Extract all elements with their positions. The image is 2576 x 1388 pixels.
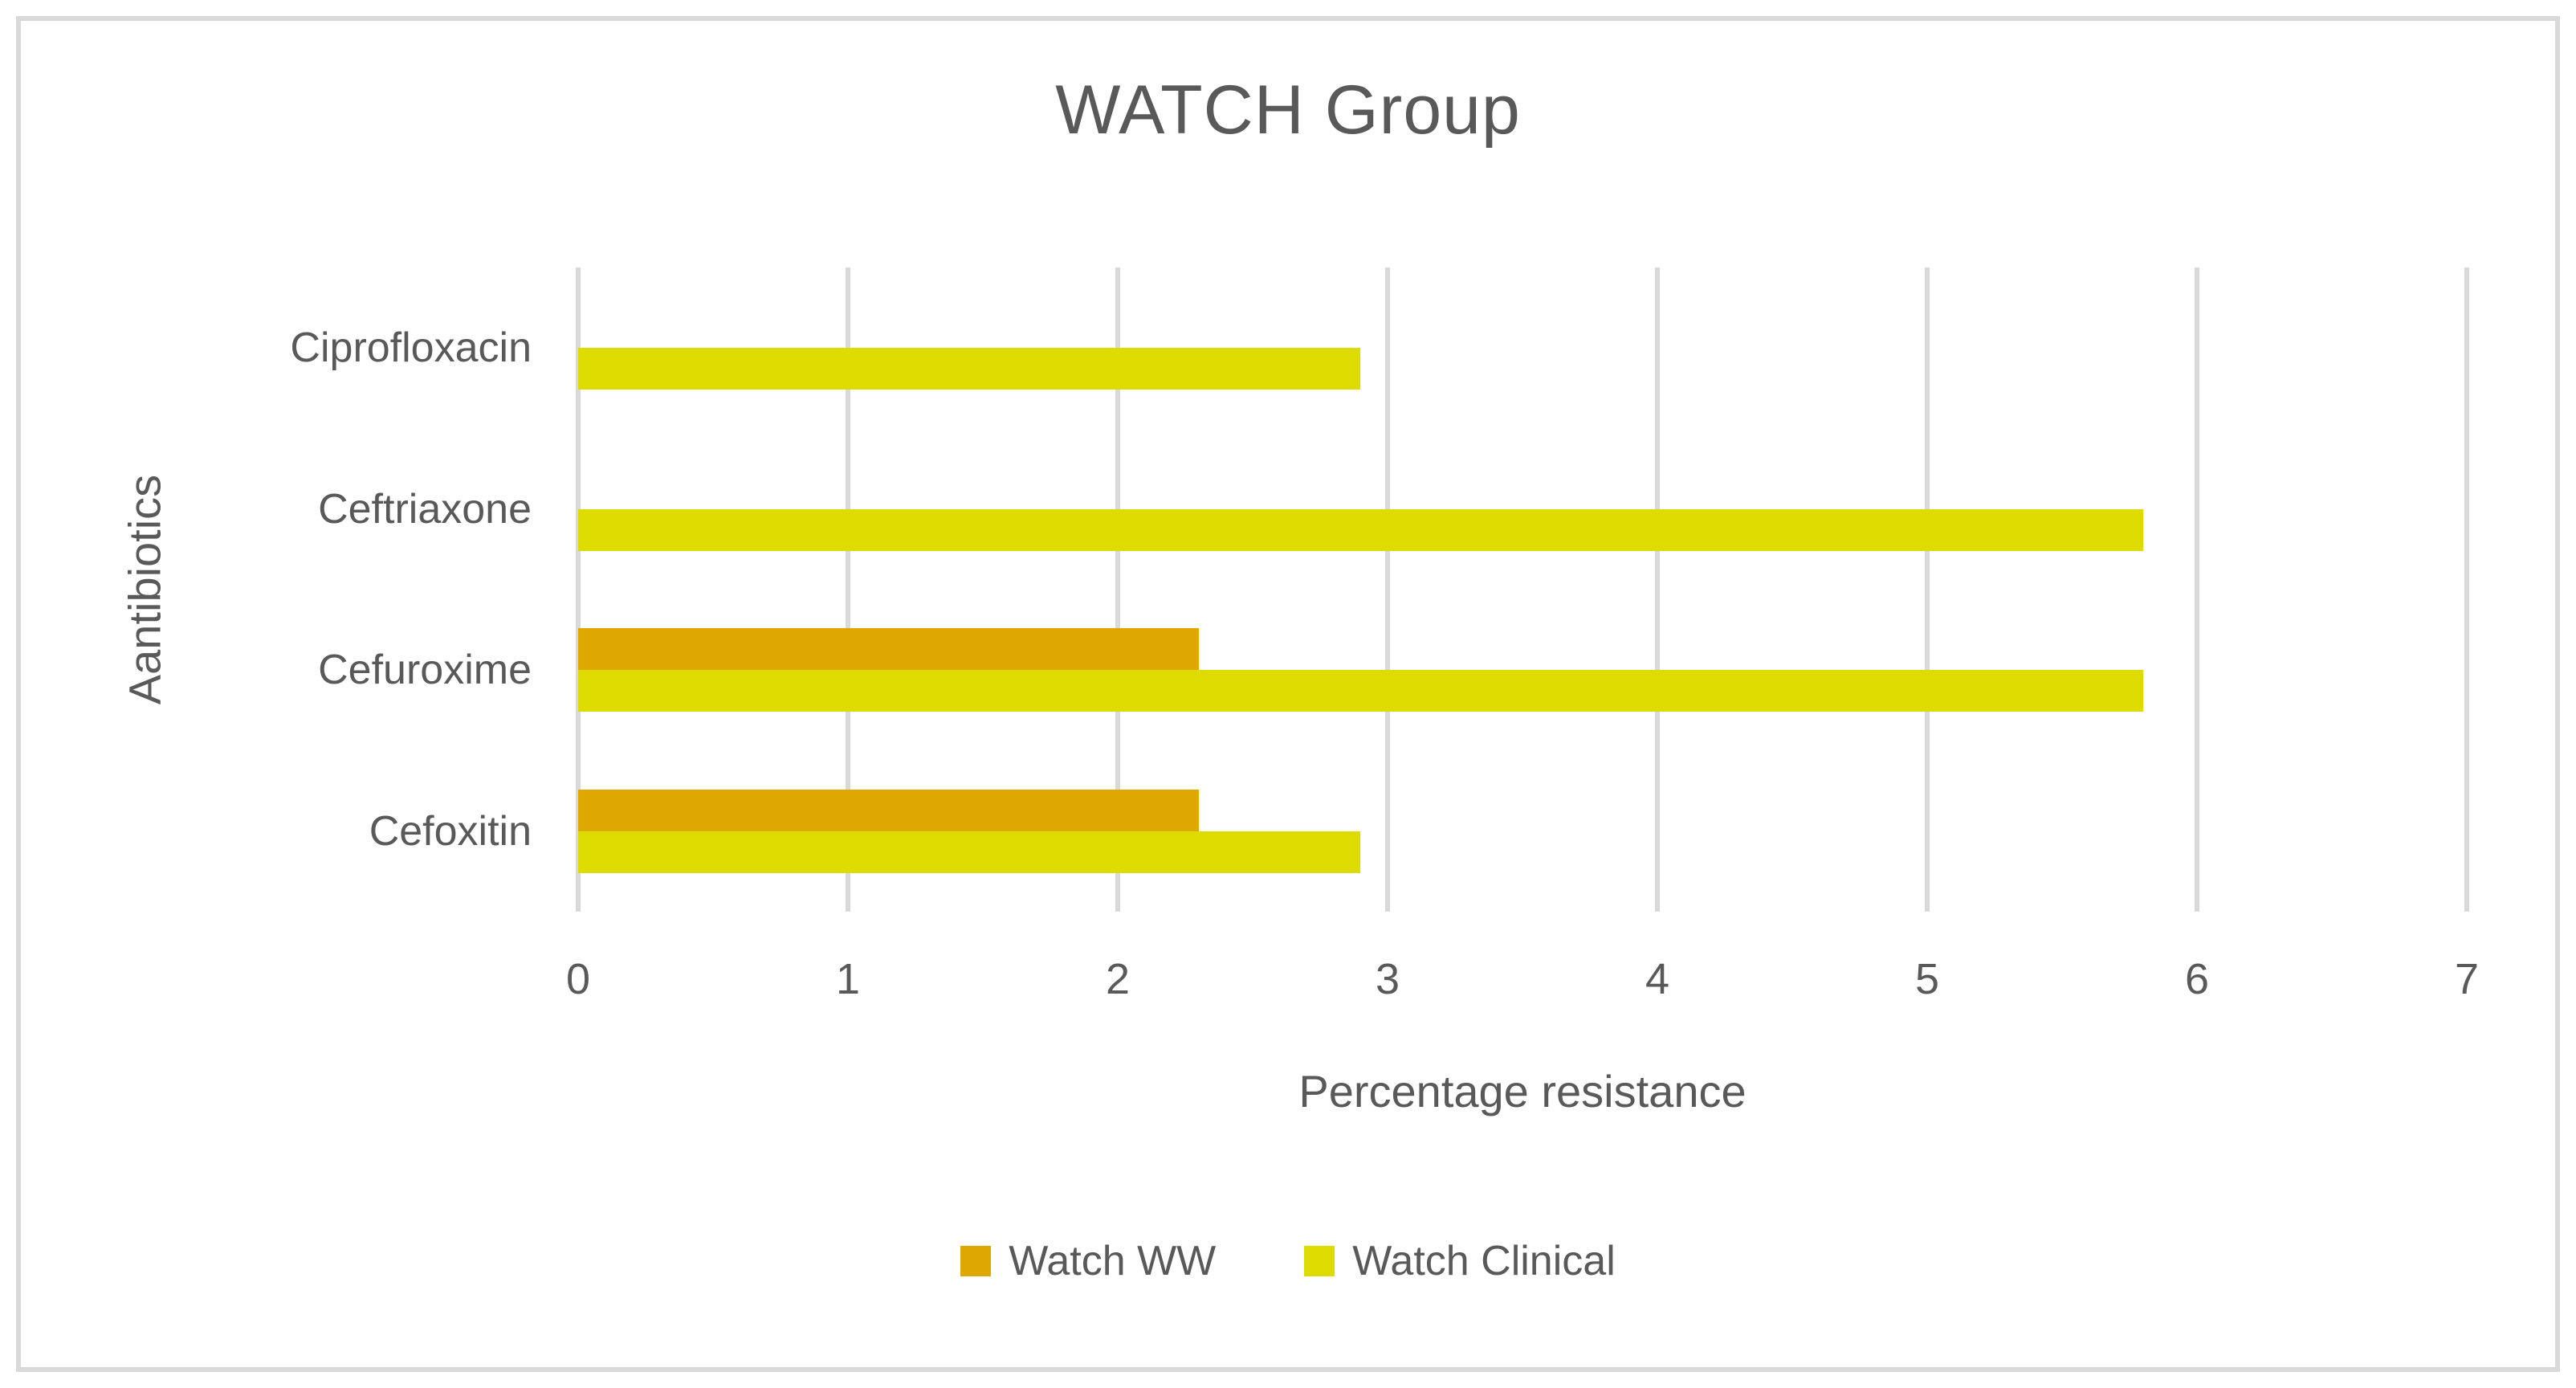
category-row-cefoxitin: Cefoxitin — [369, 751, 2467, 912]
y-axis-title: Aantibiotics — [119, 474, 170, 705]
legend-item-watch-clinical: Watch Clinical — [1304, 1237, 1616, 1285]
bar-watch-clinical-cefuroxime — [578, 670, 2143, 712]
gridline-x-6 — [2195, 267, 2199, 912]
bar-watch-ww-cefoxitin — [578, 789, 1199, 831]
category-label-ciprofloxacin: Ciprofloxacin — [290, 325, 532, 372]
gridline-x-3 — [1385, 267, 1390, 912]
category-row-ciprofloxacin: Ciprofloxacin — [290, 267, 2467, 429]
bar-watch-clinical-cefoxitin — [578, 831, 1361, 873]
x-tick-label-5: 5 — [1914, 955, 1940, 1003]
legend-label-watch-clinical: Watch Clinical — [1352, 1238, 1616, 1284]
category-row-cefuroxime: Cefuroxime — [318, 590, 2467, 751]
x-tick-label-0: 0 — [565, 955, 591, 1003]
legend-item-watch-ww: Watch WW — [960, 1237, 1216, 1285]
x-axis-ticks: 0 1 2 3 4 5 6 7 — [566, 954, 2479, 1010]
legend: Watch WW Watch Clinical — [0, 1237, 2576, 1285]
plot-area: Ciprofloxacin Ceftriaxone Cefuroxime Cefoxi… — [290, 267, 2469, 912]
gridline-x-5 — [1925, 267, 1930, 912]
category-label-cefoxitin: Cefoxitin — [369, 807, 532, 855]
x-axis-title: Percentage resistance — [1298, 1066, 1747, 1117]
category-row-ceftriaxone: Ceftriaxone — [318, 429, 2467, 590]
bar-watch-clinical-ceftriaxone — [578, 508, 2143, 551]
legend-label-watch-ww: Watch WW — [1009, 1238, 1217, 1284]
x-tick-label-7: 7 — [2454, 955, 2480, 1003]
bar-watch-ww-cefuroxime — [578, 628, 1199, 671]
chart-title: WATCH Group — [1055, 71, 1521, 149]
x-tick-label-1: 1 — [835, 955, 861, 1003]
gridline-x-7 — [2464, 267, 2469, 912]
category-label-ceftriaxone: Ceftriaxone — [318, 485, 532, 533]
category-label-cefuroxime: Cefuroxime — [318, 647, 532, 694]
gridline-x-4 — [1654, 267, 1660, 912]
gridline-x-0 — [576, 267, 581, 912]
legend-swatch-watch-ww — [960, 1246, 992, 1276]
x-tick-label-2: 2 — [1105, 955, 1131, 1003]
bar-watch-clinical-ciprofloxacin — [578, 348, 1361, 390]
legend-swatch-watch-clinical — [1304, 1246, 1335, 1276]
x-tick-label-4: 4 — [1645, 955, 1670, 1003]
x-tick-label-3: 3 — [1375, 955, 1400, 1003]
gridline-x-1 — [845, 267, 850, 912]
gridline-x-2 — [1115, 267, 1120, 912]
x-tick-label-6: 6 — [2184, 955, 2210, 1003]
